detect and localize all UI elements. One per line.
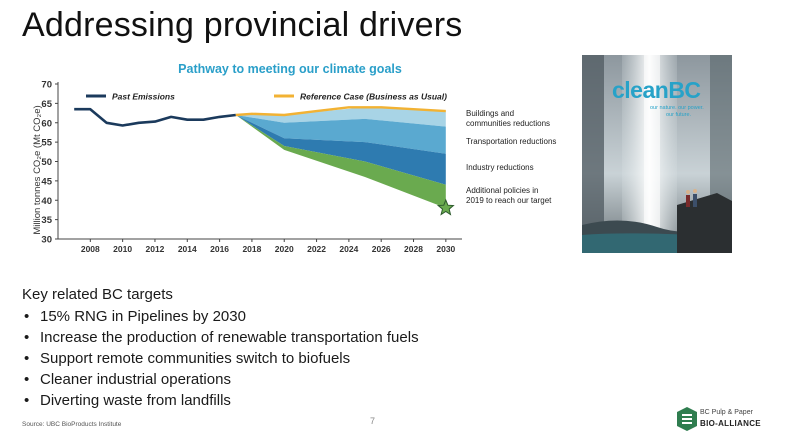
x-tick-label: 2016 <box>210 244 229 254</box>
x-tick-label: 2030 <box>436 244 455 254</box>
y-axis-label: Million tonnes CO₂e (Mt CO₂e) <box>32 105 43 234</box>
series-lines <box>74 106 446 127</box>
x-tick-label: 2010 <box>113 244 132 254</box>
x-tick-label: 2014 <box>178 244 197 254</box>
band-annotation-line: Additional policies in <box>466 186 539 195</box>
logo-line-1: BC Pulp & Paper <box>700 409 753 416</box>
x-tick-label: 2018 <box>242 244 261 254</box>
y-tick-label: 70 <box>41 80 52 91</box>
y-tick-label: 65 <box>41 99 52 110</box>
x-tick-label: 2020 <box>275 244 294 254</box>
target-star-icon <box>436 198 455 216</box>
band-annotation-line: Industry reductions <box>466 163 534 172</box>
alliance-logo-icon <box>677 407 697 431</box>
source-note: Source: UBC BioProducts Institute <box>22 421 122 428</box>
bullet-icon: • <box>24 350 30 367</box>
series-line-0 <box>74 107 236 127</box>
y-tick-label: 35 <box>41 215 52 226</box>
chart-title: Pathway to meeting our climate goals <box>178 62 402 76</box>
list-item: • Support remote communities switch to bi… <box>22 348 419 369</box>
list-item-label: Cleaner industrial operations <box>40 371 231 388</box>
bullet-icon: • <box>24 329 30 346</box>
reduction-band-0 <box>235 107 446 127</box>
x-tick-label: 2022 <box>307 244 326 254</box>
cleanbc-report-cover: cleanBC our nature. our power. our futur… <box>582 55 732 253</box>
band-annotation-1: Transportation reductions <box>466 137 556 146</box>
slide-title: Addressing provincial drivers <box>22 6 463 44</box>
bio-alliance-logo: BC Pulp & Paper BIO-ALLIANCE <box>676 406 786 434</box>
reduction-band-1 <box>235 115 446 154</box>
target-marker <box>436 198 455 216</box>
y-tick-label: 45 <box>41 176 52 187</box>
reduction-band-3 <box>235 115 446 208</box>
bullet-icon: • <box>24 308 30 325</box>
y-tick-label: 60 <box>41 118 52 129</box>
y-tick-label: 40 <box>41 196 52 207</box>
bullet-icon: • <box>24 392 30 409</box>
axes: 30 35 40 45 50 55 60 65 70 2008 2010 2012 2014 2016 20… <box>41 80 462 254</box>
chart-legend: Past Emissions Reference Case (Business a… <box>86 92 447 102</box>
y-tick-label: 30 <box>41 235 52 246</box>
bullet-icon: • <box>24 371 30 388</box>
targets-heading: Key related BC targets <box>22 286 173 303</box>
list-item-label: Diverting waste from landfills <box>40 392 231 409</box>
legend-label-0: Past Emissions <box>112 92 175 102</box>
list-item: • Cleaner industrial operations <box>22 369 419 390</box>
band-annotation-line: Buildings and <box>466 109 514 118</box>
reduction-bands <box>235 107 446 208</box>
series-line-1 <box>235 106 446 117</box>
legend-label-1: Reference Case (Business as Usual) <box>300 92 447 102</box>
list-item-label: 15% RNG in Pipelines by 2030 <box>40 308 246 325</box>
cover-brand: cleanBC <box>612 77 701 103</box>
reduction-band-2 <box>235 115 446 185</box>
x-tick-label: 2012 <box>145 244 164 254</box>
x-tick-label: 2028 <box>404 244 423 254</box>
cover-tagline-1: our nature. our power. <box>650 105 704 111</box>
band-annotation-line: communities reductions <box>466 119 550 128</box>
band-annotation-line: 2019 to reach our target <box>466 196 552 205</box>
y-tick-label: 50 <box>41 157 52 168</box>
band-annotation-2: Industry reductions <box>466 163 534 172</box>
waterfall-image <box>582 55 732 253</box>
x-tick-label: 2026 <box>372 244 391 254</box>
list-item: • Diverting waste from landfills <box>22 390 419 411</box>
cover-tagline-2: our future. <box>666 112 692 118</box>
list-item-label: Increase the production of renewable tra… <box>40 329 419 346</box>
targets-list: • 15% RNG in Pipelines by 2030 • Increase … <box>22 306 419 411</box>
y-tick-label: 55 <box>41 138 52 149</box>
x-tick-label: 2024 <box>339 244 358 254</box>
page-number: 7 <box>370 416 376 426</box>
logo-line-2: BIO-ALLIANCE <box>700 419 761 428</box>
list-item: • Increase the production of renewable tr… <box>22 327 419 348</box>
list-item-label: Support remote communities switch to bio… <box>40 350 351 367</box>
x-tick-label: 2008 <box>81 244 100 254</box>
list-item: • 15% RNG in Pipelines by 2030 <box>22 306 419 327</box>
band-annotation-line: Transportation reductions <box>466 137 556 146</box>
emissions-chart: Pathway to meeting our climate goals Mil… <box>32 62 556 254</box>
